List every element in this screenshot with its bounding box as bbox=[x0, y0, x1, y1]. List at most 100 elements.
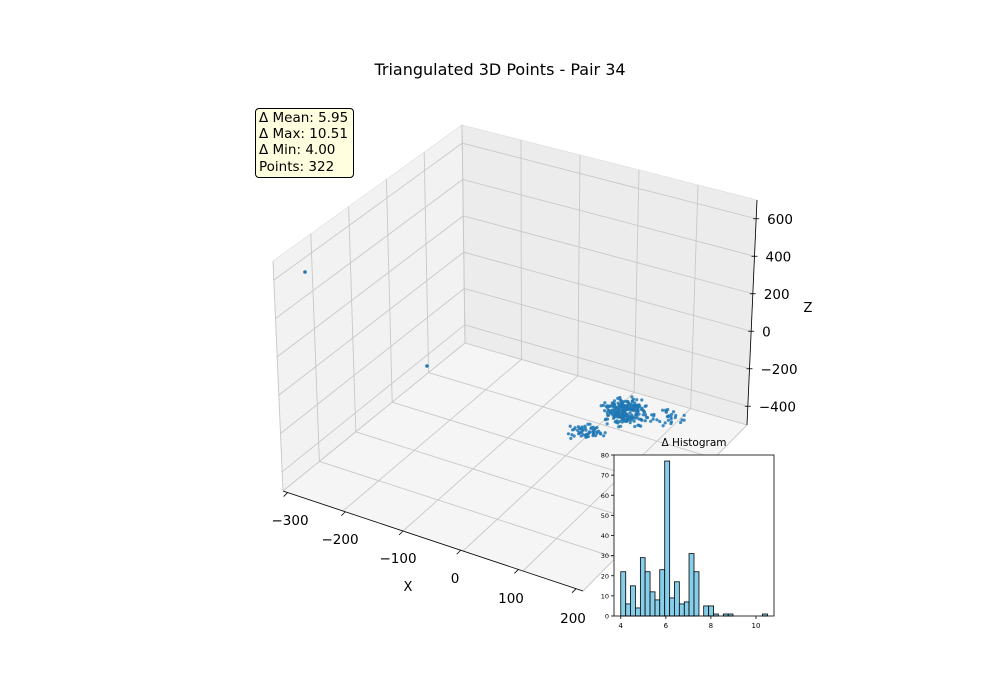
scatter-point bbox=[605, 422, 609, 426]
scatter-point bbox=[628, 421, 632, 425]
z-grid-line bbox=[278, 251, 752, 396]
scatter-point bbox=[628, 411, 632, 415]
histogram-bar bbox=[659, 569, 666, 617]
scatter-point bbox=[624, 408, 628, 412]
histogram-y-tick-label: 40 bbox=[601, 532, 609, 540]
scatter-point bbox=[620, 402, 625, 406]
scatter-point bbox=[590, 426, 594, 430]
histogram-bar bbox=[703, 605, 710, 617]
histogram-x-ticks: 4 6 8 10 bbox=[619, 616, 761, 630]
y-grid-line bbox=[385, 179, 393, 403]
z-axis-line bbox=[746, 199, 758, 426]
histogram-bar bbox=[644, 571, 651, 617]
y-grid-line bbox=[461, 124, 466, 344]
scatter-point bbox=[682, 413, 686, 417]
histogram-bar bbox=[635, 607, 641, 617]
chart-title: Triangulated 3D Points - Pair 34 bbox=[374, 60, 626, 79]
histogram-bars bbox=[620, 460, 768, 617]
axis-lines bbox=[282, 199, 758, 592]
scatter-point bbox=[661, 408, 665, 412]
scatter-point bbox=[303, 270, 307, 274]
scatter-point bbox=[658, 419, 662, 424]
scatter-point bbox=[605, 404, 610, 408]
histogram-y-tick-label: 80 bbox=[601, 452, 609, 460]
stat-min: Δ Min: 4.00 bbox=[259, 142, 336, 159]
scatter-point bbox=[632, 416, 636, 420]
scatter-point bbox=[642, 410, 647, 414]
histogram-y-ticks: 0 10 20 30 40 50 60 70 80 bbox=[601, 452, 614, 621]
scatter-point bbox=[640, 398, 644, 402]
scatter-point bbox=[584, 428, 588, 432]
scatter-point bbox=[611, 401, 616, 406]
histogram-x-tick-label: 4 bbox=[619, 622, 624, 630]
histogram-y-tick-label: 70 bbox=[601, 472, 609, 480]
scatter-point bbox=[591, 429, 595, 433]
scatter-point bbox=[580, 429, 584, 433]
y-grid-line bbox=[348, 206, 357, 432]
scatter-point bbox=[632, 419, 636, 423]
x-tick-mark bbox=[514, 569, 519, 574]
scatter-point bbox=[630, 413, 634, 417]
histogram-y-tick-label: 30 bbox=[601, 552, 609, 560]
scatter-point bbox=[616, 401, 620, 405]
scatter-point bbox=[603, 401, 607, 405]
scatter-point bbox=[626, 418, 630, 422]
histogram-x-tick-label: 8 bbox=[709, 622, 713, 630]
scatter-point bbox=[586, 422, 590, 426]
stat-points: Points: 322 bbox=[259, 158, 335, 175]
stat-max: Δ Max: 10.51 bbox=[259, 126, 348, 143]
scatter-point bbox=[617, 411, 621, 415]
scatter-point bbox=[661, 424, 665, 428]
scatter-point bbox=[630, 395, 634, 399]
x-axis-line bbox=[282, 490, 584, 592]
histogram-bar bbox=[708, 605, 715, 617]
histogram-y-tick-label: 0 bbox=[605, 613, 609, 621]
scatter-point bbox=[612, 416, 616, 420]
scatter-point bbox=[625, 399, 629, 404]
histogram-x-tick-label: 10 bbox=[752, 622, 761, 630]
scatter-point bbox=[672, 410, 676, 414]
z-grid-line bbox=[275, 179, 755, 319]
scatter-point bbox=[605, 411, 609, 415]
histogram-bar bbox=[664, 460, 671, 617]
scatter-point bbox=[624, 412, 628, 416]
x-tick-mark bbox=[341, 511, 346, 517]
scatter-point bbox=[666, 418, 671, 422]
scatter-point bbox=[617, 425, 621, 429]
scatter-point bbox=[597, 429, 601, 433]
scatter-point bbox=[612, 399, 617, 403]
scatter-point bbox=[649, 419, 653, 423]
scatter-point bbox=[619, 399, 623, 403]
scatter-point bbox=[639, 424, 643, 428]
scatter-point bbox=[640, 406, 644, 410]
y-grid-line bbox=[272, 260, 284, 492]
scatter-point bbox=[609, 404, 613, 408]
histogram-inset: 4 6 8 10 0 10 20 30 40 50 60 70 80 Δ Histogram bbox=[601, 437, 775, 630]
z-grid-line bbox=[276, 215, 753, 358]
scatter-point bbox=[643, 413, 648, 417]
scatter-point bbox=[635, 409, 639, 413]
histogram-bar bbox=[620, 571, 627, 617]
scatter-point bbox=[620, 405, 624, 409]
histogram-bar bbox=[625, 603, 631, 617]
x-tick-label: 200 bbox=[560, 611, 586, 627]
scatter-point bbox=[572, 427, 576, 431]
histogram-bar bbox=[688, 553, 695, 617]
x-tick-label: −300 bbox=[271, 513, 308, 529]
scatter-point bbox=[599, 404, 603, 408]
histogram-bar bbox=[678, 603, 685, 617]
scatter-point bbox=[663, 421, 667, 425]
scatter-point bbox=[583, 424, 587, 428]
scatter-point bbox=[566, 432, 571, 436]
y-grid-line bbox=[428, 372, 715, 459]
x-axis-ticks: −300 −200 −100 0 100 200 bbox=[271, 492, 586, 627]
scatter-point bbox=[609, 411, 613, 415]
scatter-point bbox=[637, 417, 641, 421]
x-tick-label: 0 bbox=[451, 571, 460, 587]
z-tick-label: 0 bbox=[762, 324, 771, 340]
scatter-point bbox=[570, 433, 574, 437]
scatter-point bbox=[615, 419, 619, 423]
scatter-point bbox=[603, 431, 607, 435]
grid-lines bbox=[272, 124, 758, 592]
